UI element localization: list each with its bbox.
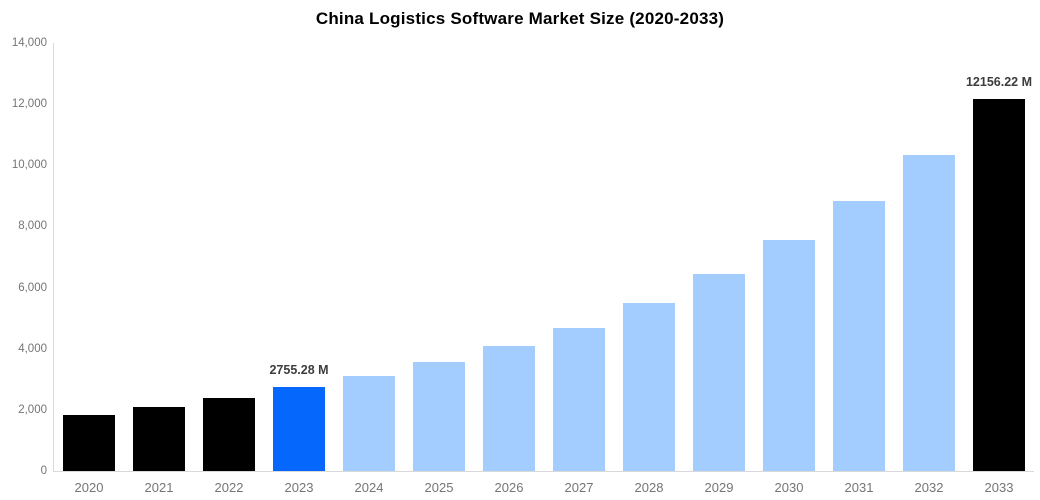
x-tick-label: 2020	[74, 480, 104, 495]
y-axis-line	[53, 43, 54, 472]
bar-2022	[203, 397, 255, 471]
x-tick-label: 2031	[844, 480, 874, 495]
y-tick-label: 2,000	[18, 403, 47, 416]
bar-2024	[343, 375, 395, 471]
bar-2027	[553, 327, 605, 471]
chart-title: China Logistics Software Market Size (20…	[315, 9, 725, 28]
x-tick-label: 2023	[284, 480, 314, 495]
x-tick-label: 2029	[704, 480, 734, 495]
x-tick-label: 2033	[984, 480, 1014, 495]
plot-area	[54, 43, 1034, 471]
bar-2029	[693, 274, 745, 471]
x-tick-label: 2024	[354, 480, 384, 495]
y-tick-label: 4,000	[18, 342, 47, 355]
x-tick-label: 2027	[564, 480, 594, 495]
x-axis-line	[53, 471, 1034, 472]
y-tick-label: 6,000	[18, 281, 47, 294]
bar-2032	[903, 154, 955, 471]
y-tick-label: 0	[40, 465, 47, 477]
bar-2026	[483, 345, 535, 471]
x-tick-label: 2021	[144, 480, 174, 495]
bar-2031	[833, 201, 885, 471]
bar-2030	[763, 239, 815, 471]
bar-2028	[623, 303, 675, 471]
bar-2033	[973, 99, 1025, 471]
bar-value-label-2023: 2755.28 M	[269, 362, 329, 377]
y-tick-label: 8,000	[18, 220, 47, 233]
x-tick-label: 2030	[774, 480, 804, 495]
bar-2023	[273, 386, 325, 471]
bar-2020	[63, 415, 115, 471]
bar-value-label-2033: 12156.22 M	[965, 75, 1033, 90]
y-tick-label: 14,000	[11, 37, 47, 49]
x-tick-label: 2026	[494, 480, 524, 495]
bar-2025	[413, 361, 465, 471]
y-tick-label: 12,000	[11, 98, 47, 111]
x-tick-label: 2022	[214, 480, 244, 495]
bar-2021	[133, 407, 185, 471]
x-tick-label: 2032	[914, 480, 944, 495]
x-tick-label: 2028	[634, 480, 664, 495]
y-tick-label: 10,000	[11, 159, 47, 172]
x-tick-label: 2025	[424, 480, 454, 495]
